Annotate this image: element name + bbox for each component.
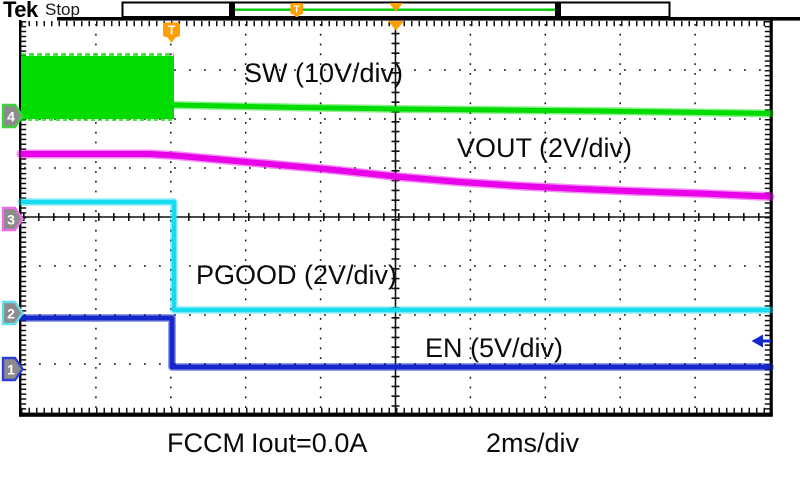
channel-3-marker-shape[interactable] [1,206,24,232]
tek-logo: Tek [3,0,38,22]
record-window-right-bracket[interactable] [555,1,561,19]
label-sw: SW (10V/div) [244,58,404,88]
channel-marker-4[interactable]: 4 [1,103,24,129]
trace-pgood-line [21,199,770,313]
footer-timebase: 2ms/div [486,428,580,458]
channel-1-marker-shape[interactable] [1,356,24,382]
label-pgood: PGOOD (2V/div) [196,260,398,290]
trace-en-line [21,315,770,370]
channel-marker-2[interactable]: 2 [1,300,24,326]
channel-2-marker-number: 2 [7,306,15,322]
waveform-traces [16,53,775,371]
svg-text:T: T [294,4,300,15]
label-en: EN (5V/div) [425,333,564,363]
footer-mode: FCCM [167,428,245,458]
channel-2-marker-shape[interactable] [1,300,24,326]
graticule-right-border [769,20,773,416]
record-window-left-bracket[interactable] [229,1,235,19]
channel-4-marker-number: 4 [7,109,15,125]
trigger-level-arrow-icon[interactable] [751,334,772,348]
record-bar-trigger-flag-icon[interactable]: T [290,3,304,19]
channel-3-marker-number: 3 [7,212,15,228]
graticule-bottom-border [19,412,773,417]
svg-text:T: T [168,24,176,38]
trace-sw-band [21,56,174,119]
channel-4-marker-shape[interactable] [1,103,24,129]
trace-vout-line [21,151,771,200]
trace-en [17,314,774,371]
footer-load: Iout=0.0A [251,428,368,458]
trace-pgood [17,198,774,314]
expansion-point-triangle-icon[interactable] [388,21,404,31]
channel-marker-3[interactable]: 3 [1,206,24,232]
label-vout: VOUT (2V/div) [457,133,633,163]
channel-1-marker-number: 1 [7,362,15,378]
trace-sw [21,53,774,121]
acquisition-status: Stop [45,0,80,19]
record-bar-expansion-triangle-icon[interactable] [389,3,403,12]
record-view-bar[interactable]: T [121,1,671,19]
trace-sw-line [173,102,771,116]
display-top-border [57,17,800,21]
graticule-grid [21,21,771,413]
channel-marker-1[interactable]: 1 [1,356,24,382]
trace-vout [16,149,775,201]
trigger-position-flag-icon[interactable]: T [163,22,180,43]
